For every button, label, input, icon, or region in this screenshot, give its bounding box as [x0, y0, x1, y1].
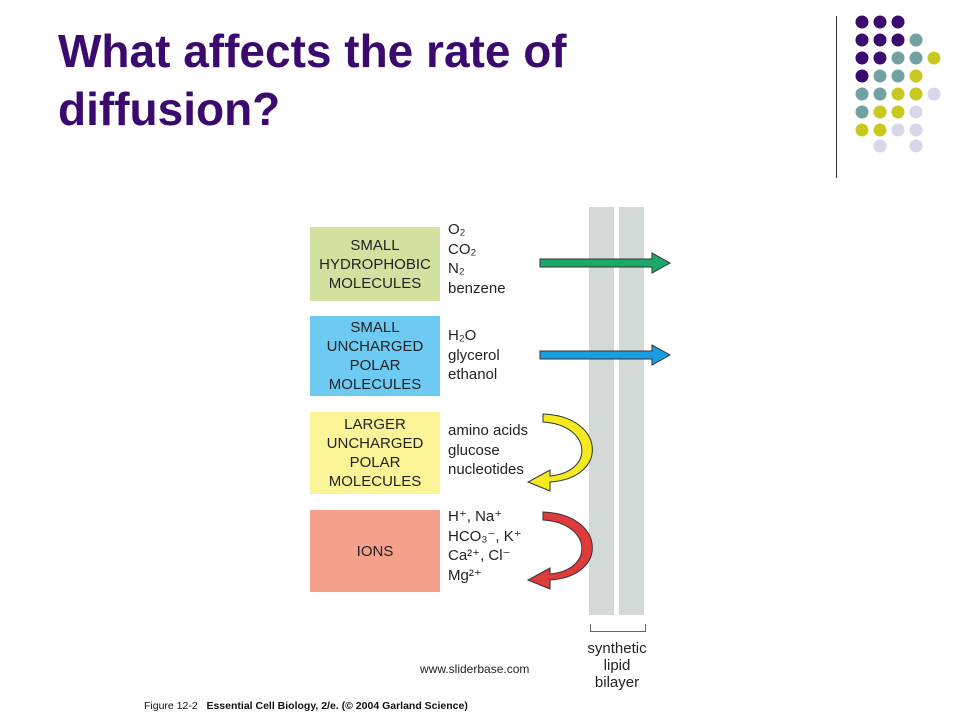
molecule-nucleotides: nucleotides — [448, 461, 524, 478]
molecule-co2: CO₂ — [448, 240, 477, 258]
molecule-list-ions: H⁺, Na⁺ HCO₃⁻, K⁺ Ca²⁺, Cl⁻ Mg²⁺ — [448, 507, 522, 585]
figure-caption: Figure 12-2 Essential Cell Biology, 2/e.… — [144, 700, 468, 712]
bilayer-leaflet-left — [589, 207, 614, 615]
ion-h-na: H⁺, Na⁺ — [448, 508, 503, 525]
molecule-list-large-polar: amino acids glucose nucleotides — [448, 421, 528, 480]
arrow-hydrophobic-passes — [539, 252, 672, 274]
ion-ca-cl: Ca²⁺, Cl⁻ — [448, 547, 511, 564]
molecule-n2: N₂ — [448, 260, 465, 277]
arrow-small-polar-passes — [539, 344, 672, 366]
bilayer-label: synthetic lipid bilayer — [587, 640, 647, 691]
title-line-1: What affects the rate of — [58, 25, 567, 77]
molecule-list-small-polar: H₂O glycerol ethanol — [448, 326, 500, 385]
molecule-glucose: glucose — [448, 441, 500, 459]
molecule-glycerol: glycerol — [448, 346, 500, 364]
molecule-ethanol: ethanol — [448, 366, 498, 383]
arrow-ions-blocked — [526, 511, 593, 590]
molecule-list-hydrophobic: O₂ CO₂ N₂ benzene — [448, 220, 506, 298]
category-box-hydrophobic: SMALL HYDROPHOBIC MOLECULES — [310, 227, 440, 301]
caption-figure-number: Figure 12-2 — [144, 700, 198, 712]
slide-title: What affects the rate of diffusion? — [58, 22, 758, 138]
category-box-small-polar: SMALL UNCHARGED POLAR MOLECULES — [310, 316, 440, 396]
bilayer-leaflet-right — [619, 207, 644, 615]
ion-hco3-k: HCO₃⁻, K⁺ — [448, 527, 522, 545]
title-line-2: diffusion? — [58, 83, 281, 135]
bilayer-bracket — [590, 624, 646, 632]
molecule-amino-acids: amino acids — [448, 422, 529, 439]
watermark: www.sliderbase.com — [420, 662, 530, 676]
category-box-ions: IONS — [310, 510, 440, 592]
molecule-o2: O₂ — [448, 221, 466, 238]
ion-mg: Mg²⁺ — [448, 566, 482, 584]
decorative-divider — [836, 16, 837, 178]
molecule-h2o: H₂O — [448, 327, 477, 344]
arrow-large-polar-blocked — [526, 413, 593, 492]
caption-source: Essential Cell Biology, 2/e. (© 2004 Gar… — [206, 700, 468, 712]
molecule-benzene: benzene — [448, 279, 506, 297]
category-box-large-polar: LARGER UNCHARGED POLAR MOLECULES — [310, 412, 440, 494]
